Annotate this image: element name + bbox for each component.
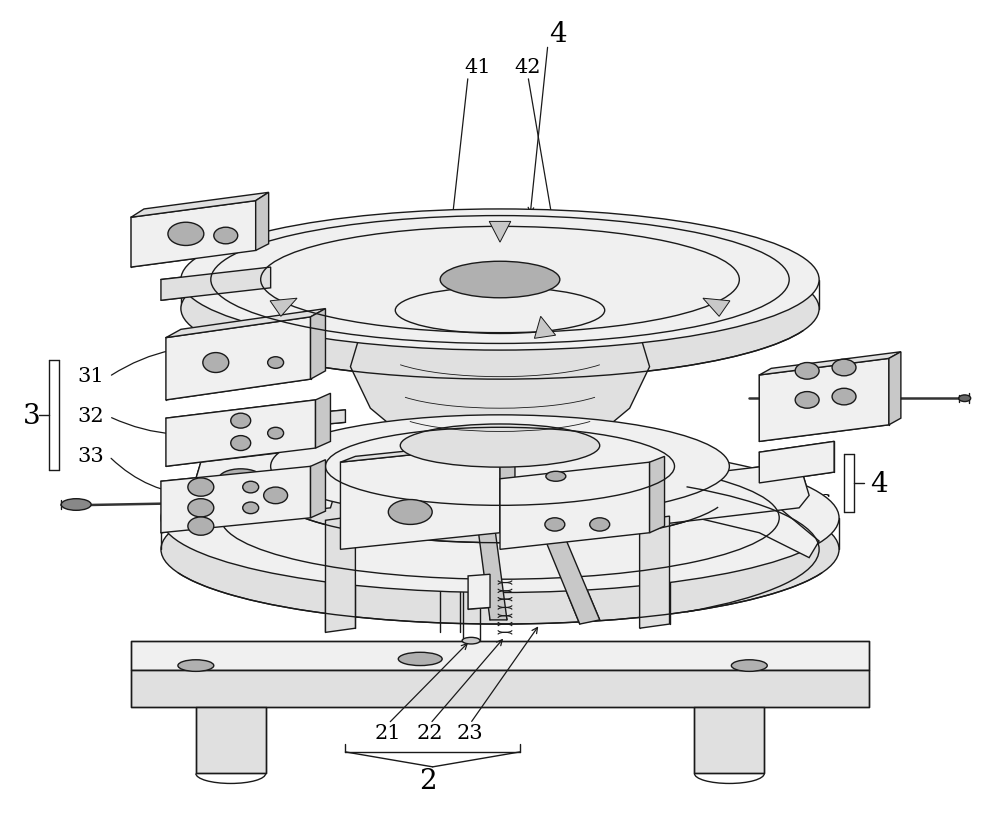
- Text: 4: 4: [870, 471, 888, 498]
- Text: 2: 2: [419, 768, 437, 796]
- Ellipse shape: [731, 660, 767, 671]
- Ellipse shape: [268, 427, 284, 439]
- Text: 42: 42: [515, 58, 541, 77]
- Polygon shape: [703, 298, 730, 317]
- Polygon shape: [186, 410, 345, 437]
- Polygon shape: [166, 317, 311, 400]
- Polygon shape: [650, 456, 665, 533]
- Polygon shape: [161, 466, 311, 533]
- Ellipse shape: [168, 222, 204, 246]
- Text: 3: 3: [22, 403, 40, 430]
- Polygon shape: [340, 446, 500, 549]
- Ellipse shape: [395, 287, 605, 333]
- Polygon shape: [534, 317, 556, 338]
- Polygon shape: [759, 352, 901, 375]
- Ellipse shape: [264, 487, 288, 504]
- Text: 21: 21: [375, 724, 402, 743]
- Polygon shape: [510, 454, 600, 624]
- Text: 31: 31: [78, 367, 105, 387]
- Ellipse shape: [161, 475, 839, 624]
- Polygon shape: [340, 440, 515, 462]
- Polygon shape: [316, 393, 330, 448]
- Ellipse shape: [959, 395, 971, 402]
- Ellipse shape: [231, 413, 251, 428]
- Ellipse shape: [832, 359, 856, 376]
- Ellipse shape: [231, 436, 251, 451]
- Ellipse shape: [178, 660, 214, 671]
- Polygon shape: [640, 516, 670, 628]
- Ellipse shape: [462, 637, 480, 644]
- Text: 41: 41: [465, 58, 491, 77]
- Polygon shape: [620, 475, 819, 557]
- Polygon shape: [166, 400, 316, 466]
- Polygon shape: [131, 201, 256, 267]
- Ellipse shape: [545, 518, 565, 531]
- Polygon shape: [191, 446, 340, 525]
- Ellipse shape: [181, 238, 819, 379]
- Polygon shape: [256, 192, 269, 251]
- Polygon shape: [694, 707, 764, 774]
- Ellipse shape: [243, 502, 259, 514]
- Ellipse shape: [832, 388, 856, 405]
- Ellipse shape: [795, 392, 819, 408]
- Ellipse shape: [271, 415, 729, 518]
- Text: 32: 32: [78, 407, 104, 426]
- Text: 33: 33: [78, 446, 105, 466]
- Ellipse shape: [181, 209, 819, 350]
- Ellipse shape: [546, 471, 566, 481]
- Ellipse shape: [188, 499, 214, 517]
- Text: 44: 44: [806, 456, 832, 476]
- Polygon shape: [650, 462, 809, 525]
- Polygon shape: [500, 440, 515, 533]
- Polygon shape: [489, 222, 511, 242]
- Text: 4: 4: [549, 21, 567, 48]
- Ellipse shape: [161, 443, 839, 592]
- Polygon shape: [196, 707, 266, 774]
- Ellipse shape: [219, 469, 263, 489]
- Text: 22: 22: [417, 724, 443, 743]
- Polygon shape: [500, 462, 650, 549]
- Polygon shape: [131, 670, 869, 707]
- Polygon shape: [889, 352, 901, 425]
- Polygon shape: [311, 460, 325, 518]
- Polygon shape: [350, 310, 650, 446]
- Ellipse shape: [388, 500, 432, 525]
- Ellipse shape: [440, 262, 560, 297]
- Ellipse shape: [188, 517, 214, 536]
- Polygon shape: [759, 441, 834, 483]
- Polygon shape: [161, 267, 271, 300]
- Ellipse shape: [61, 499, 91, 511]
- Polygon shape: [131, 641, 869, 670]
- Ellipse shape: [268, 357, 284, 368]
- Polygon shape: [270, 298, 297, 317]
- Ellipse shape: [398, 652, 442, 666]
- Polygon shape: [131, 192, 269, 217]
- Ellipse shape: [243, 481, 259, 493]
- Ellipse shape: [400, 424, 600, 467]
- Polygon shape: [311, 308, 325, 379]
- Ellipse shape: [590, 518, 610, 531]
- Ellipse shape: [203, 352, 229, 372]
- Polygon shape: [759, 358, 889, 441]
- Ellipse shape: [214, 227, 238, 244]
- Text: 23: 23: [457, 724, 483, 743]
- Ellipse shape: [795, 362, 819, 379]
- Polygon shape: [325, 516, 355, 632]
- Polygon shape: [166, 308, 325, 337]
- Polygon shape: [468, 574, 490, 609]
- Text: 46: 46: [806, 494, 832, 513]
- Ellipse shape: [271, 440, 729, 542]
- Ellipse shape: [188, 478, 214, 496]
- Polygon shape: [468, 454, 507, 620]
